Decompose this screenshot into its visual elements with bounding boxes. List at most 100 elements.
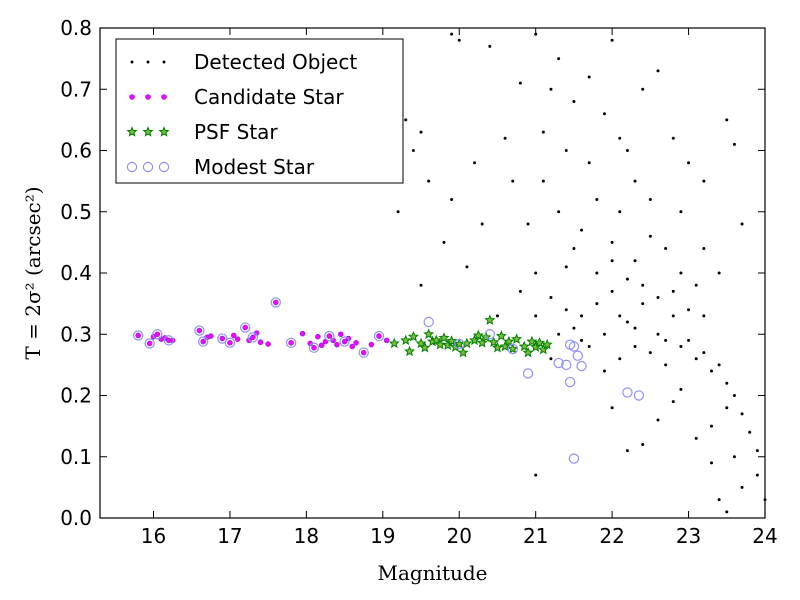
data-point (568, 453, 580, 464)
legend-marker (126, 161, 138, 173)
data-point (656, 332, 660, 336)
data-point (488, 336, 500, 347)
y-tick-label: 0.8 (60, 16, 92, 40)
data-point (732, 394, 736, 397)
data-point (135, 332, 142, 339)
data-point (341, 338, 348, 345)
data-point (400, 334, 412, 346)
data-point (709, 424, 713, 428)
data-point (326, 333, 333, 339)
data-point (641, 87, 645, 91)
y-tick-label: 0.7 (60, 77, 92, 101)
data-point (679, 271, 683, 275)
data-point (194, 325, 205, 336)
data-point (702, 247, 706, 250)
x-tick-label: 18 (294, 524, 319, 548)
y-tick-label: 0.0 (60, 506, 92, 530)
legend-marker (162, 60, 166, 64)
data-point (641, 443, 645, 446)
data-point (664, 363, 668, 367)
data-point (450, 32, 454, 36)
plot-marks (133, 32, 767, 514)
data-point (273, 299, 279, 306)
data-point (442, 240, 446, 244)
data-point (217, 333, 228, 344)
legend-item: Detected Object (130, 50, 357, 74)
data-point (446, 335, 458, 346)
x-tick-label: 22 (599, 524, 624, 548)
data-point (679, 210, 683, 214)
data-point (438, 332, 450, 343)
data-point (133, 330, 144, 341)
legend-marker (158, 126, 170, 137)
data-point (484, 314, 496, 325)
y-tick-label: 0.4 (60, 261, 92, 285)
data-point (656, 296, 660, 299)
data-point (152, 329, 163, 340)
data-point (383, 337, 390, 344)
data-point (434, 338, 446, 350)
data-point (465, 265, 469, 269)
data-point (407, 330, 419, 342)
data-point (457, 346, 469, 358)
data-point (664, 247, 668, 250)
data-point (709, 461, 713, 465)
data-point (687, 338, 691, 342)
data-point (518, 289, 522, 293)
data-point (541, 130, 545, 134)
data-point (580, 314, 584, 318)
data-point (648, 234, 652, 238)
y-tick-label: 0.6 (60, 139, 92, 163)
data-point (564, 376, 576, 388)
data-point (373, 330, 385, 342)
y-tick-label: 0.3 (60, 322, 92, 346)
data-point (740, 485, 744, 489)
data-point (265, 341, 271, 347)
data-point (557, 332, 561, 336)
data-point (549, 296, 553, 299)
data-point (717, 363, 721, 367)
legend-marker (146, 60, 150, 64)
data-point (618, 136, 622, 140)
data-point (419, 130, 423, 134)
data-point (499, 340, 511, 352)
series-psf-star (388, 314, 553, 358)
data-point (423, 316, 434, 328)
data-point (208, 333, 214, 339)
data-point (587, 161, 591, 165)
axis-ticks: 16 17 18 19 20 21 22 23 24 0.0 0.1 0.2 0.3 0.4 0.5 0.6 0… (60, 16, 778, 548)
data-point (541, 338, 553, 350)
data-point (648, 351, 652, 355)
data-point (224, 337, 236, 349)
data-point (491, 341, 504, 353)
data-point (576, 360, 587, 372)
data-point (625, 277, 629, 281)
data-point (484, 329, 496, 340)
legend-marker (130, 60, 134, 64)
data-point (602, 112, 606, 116)
data-point (709, 369, 713, 373)
data-point (564, 308, 568, 312)
data-point (533, 337, 546, 348)
data-point (732, 142, 736, 146)
data-point (163, 335, 174, 346)
data-point (564, 265, 568, 269)
legend-marker (145, 94, 151, 100)
data-point (234, 336, 241, 342)
x-tick-label: 20 (447, 524, 472, 548)
data-point (664, 338, 668, 342)
data-point (671, 314, 675, 318)
data-point (518, 81, 522, 85)
data-point (311, 344, 317, 351)
data-point (557, 210, 561, 214)
series-modest-star (133, 297, 645, 464)
data-point (671, 289, 675, 293)
data-point (656, 418, 660, 422)
data-point (553, 357, 564, 369)
data-point (503, 136, 507, 140)
data-point (748, 430, 752, 434)
data-point (740, 222, 744, 226)
data-point (702, 351, 706, 355)
legend: Detected Object Candidate Star PSF Star Mod… (115, 38, 404, 184)
